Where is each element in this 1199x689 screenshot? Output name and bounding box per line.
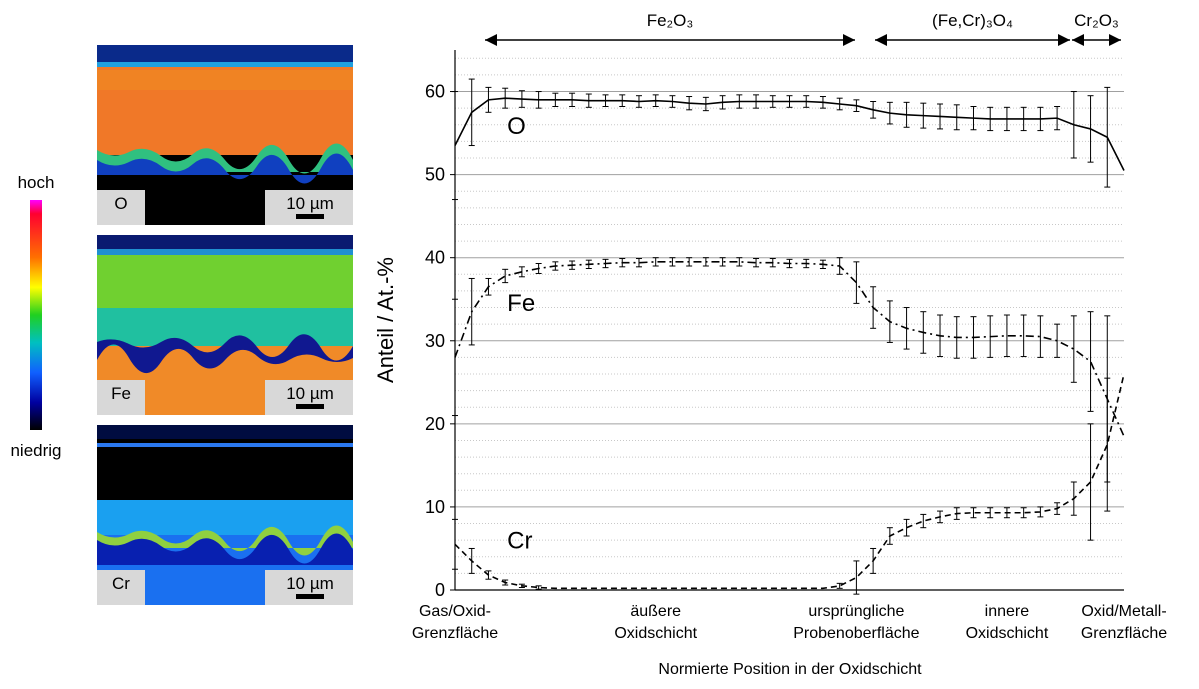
series-label: Fe (507, 290, 535, 317)
colorbar-top: hoch (18, 173, 55, 192)
series-label: O (507, 113, 526, 140)
y-tick-label: 20 (425, 414, 445, 434)
x-tick-label: Oxidschicht (966, 625, 1049, 642)
scale-label: 10 µm (286, 194, 334, 213)
phase-label: Fe₂O₃ (647, 11, 694, 30)
x-tick-label: Grenzfläche (1081, 625, 1167, 642)
x-tick-label: Oxidschicht (614, 625, 697, 642)
x-tick-label: Oxid/Metall- (1081, 603, 1166, 620)
phase-label: Cr₂O₃ (1074, 11, 1119, 30)
y-tick-label: 0 (435, 580, 445, 600)
map-label: O (114, 194, 127, 213)
map-label: Cr (112, 574, 130, 593)
x-tick-label: ursprüngliche (808, 603, 904, 620)
map-fe (97, 235, 353, 415)
x-tick-label: Grenzfläche (412, 625, 498, 642)
y-tick-label: 60 (425, 82, 445, 102)
map-label: Fe (111, 384, 131, 403)
map-cr (97, 425, 353, 605)
y-tick-label: 10 (425, 497, 445, 517)
x-tick-label: äußere (630, 603, 681, 620)
x-tick-label: Probenoberfläche (793, 625, 919, 642)
series-label: Cr (507, 528, 532, 555)
y-tick-label: 50 (425, 165, 445, 185)
series-line (454, 373, 1125, 590)
colorbar-bottom: niedrig (10, 441, 61, 460)
y-tick-label: 40 (425, 248, 445, 268)
x-tick-label: innere (985, 603, 1030, 620)
y-tick-label: 30 (425, 331, 445, 351)
scale-label: 10 µm (286, 574, 334, 593)
map-o (97, 45, 353, 225)
x-axis-label: Normierte Position in der Oxidschicht (658, 661, 922, 678)
phase-label: (Fe,Cr)₃O₄ (932, 11, 1013, 30)
colorbar (30, 200, 42, 430)
scale-label: 10 µm (286, 384, 334, 403)
x-tick-label: Gas/Oxid- (419, 603, 491, 620)
y-axis-label: Anteil / At.-% (373, 257, 398, 383)
